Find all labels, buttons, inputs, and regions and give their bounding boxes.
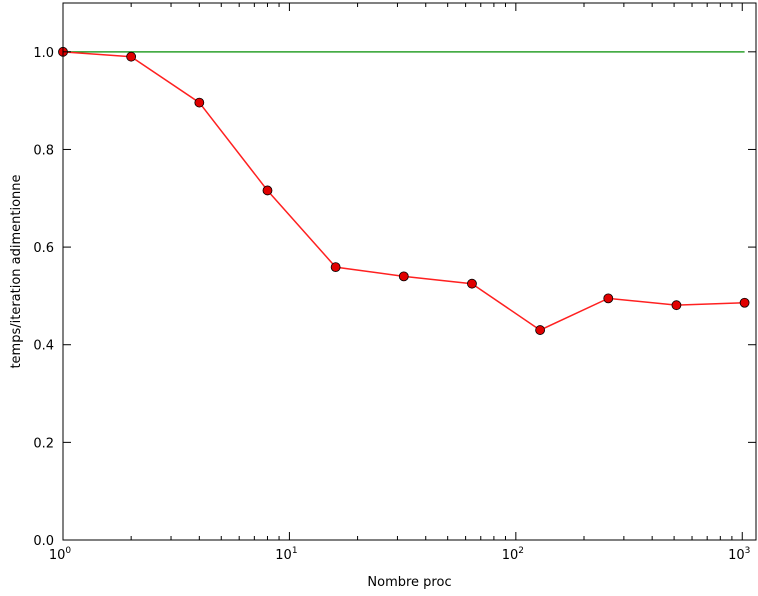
series-1-point — [739, 297, 750, 308]
x-tick-label: 101 — [275, 546, 297, 563]
series-1-point — [330, 262, 341, 273]
plot-frame — [62, 2, 757, 541]
series-1-point — [671, 300, 682, 311]
series-1-point — [194, 97, 205, 108]
x-tick-label: 103 — [728, 546, 750, 563]
y-tick-label: 0.0 — [33, 534, 54, 549]
series-1-point — [262, 185, 273, 196]
series-1-point — [126, 51, 137, 62]
series-1-point — [398, 271, 409, 282]
x-axis-ticks: 100 101 102 103 — [49, 3, 750, 563]
series-1-point — [535, 325, 546, 335]
series-1-point — [467, 278, 477, 289]
y-tick-label: 0.6 — [33, 241, 54, 256]
series-1-line — [62, 51, 745, 331]
y-tick-label: 0.8 — [33, 143, 54, 158]
y-tick-label: 1.0 — [33, 46, 54, 61]
y-axis-label: temps/iteration adimentionne — [9, 174, 24, 368]
x-tick-label: 102 — [502, 546, 524, 563]
x-axis-label: Nombre proc — [367, 575, 451, 590]
y-tick-label: 0.2 — [33, 436, 54, 451]
plot-marks — [58, 46, 750, 335]
y-axis-ticks: 0.0 0.2 0.4 0.6 0.8 1.0 — [33, 46, 756, 549]
series-1-point — [603, 293, 614, 304]
y-tick-label: 0.4 — [33, 339, 54, 354]
